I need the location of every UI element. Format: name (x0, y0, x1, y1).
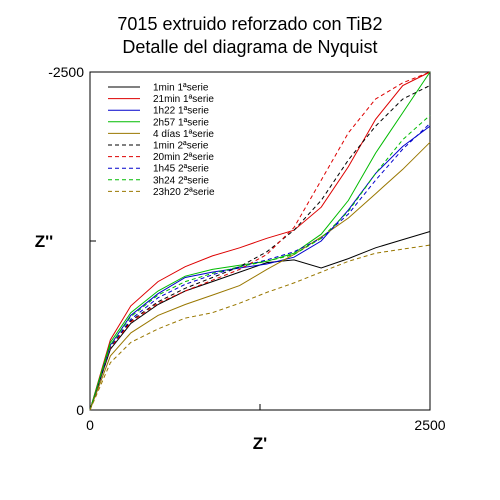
series-line-5 (89, 141, 431, 411)
series-line-9 (89, 114, 431, 411)
chart-title-line-1: 7015 extruido reforzado con TiB2 (117, 14, 383, 34)
x-axis-label: Z' (253, 434, 267, 453)
legend-label-3: 1h22 1ªserie (153, 106, 209, 117)
legend-label-10: 23h20 2ªserie (153, 187, 215, 198)
series-line-7 (89, 71, 431, 411)
series-line-8 (89, 123, 431, 411)
series-line-10 (89, 244, 431, 411)
legend-label-7: 20min 2ªserie (153, 152, 214, 163)
legend-label-1: 1min 1ªserie (153, 83, 209, 94)
legend-label-8: 1h45 2ªserie (153, 164, 209, 175)
x-tick-label-min: 0 (86, 417, 94, 433)
series-layer (89, 71, 431, 411)
legend-label-9: 3h24 2ªserie (153, 175, 209, 186)
legend-label-5: 4 días 1ªserie (153, 129, 214, 140)
series-line-3 (89, 125, 431, 411)
x-tick-label-max: 2500 (414, 417, 445, 433)
y-tick-label-min: 0 (76, 402, 84, 418)
series-line-6 (89, 85, 431, 411)
y-tick-label-max: -2500 (48, 64, 84, 80)
series-line-2 (89, 71, 431, 411)
series-line-4 (89, 71, 431, 411)
legend-label-4: 2h57 1ªserie (153, 117, 209, 128)
y-axis-label: Z'' (35, 232, 53, 251)
series-line-1 (89, 231, 431, 411)
legend-label-6: 1min 2ªserie (153, 141, 209, 152)
chart-title-line-2: Detalle del diagrama de Nyquist (122, 37, 378, 57)
legend-label-2: 21min 1ªserie (153, 94, 214, 105)
